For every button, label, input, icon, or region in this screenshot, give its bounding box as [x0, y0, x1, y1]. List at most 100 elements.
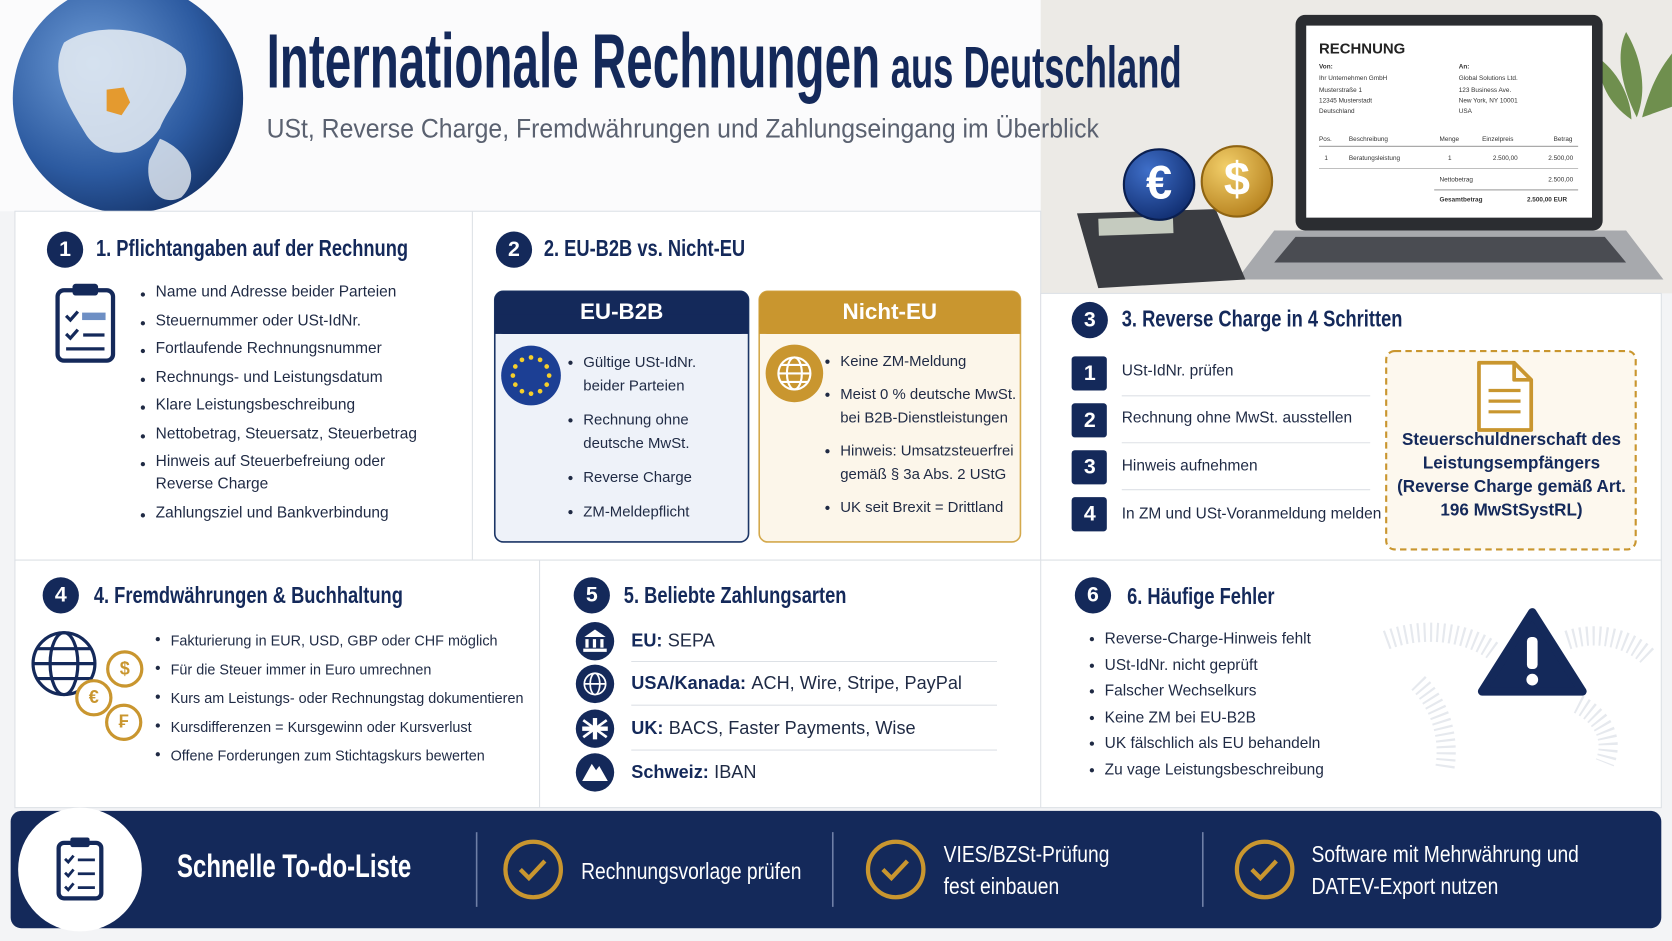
list-item: Hinweis auf Steuerbefreiung oder Reverse…	[140, 451, 428, 496]
payment-value: BACS, Faster Payments, Wise	[668, 718, 916, 739]
list-item: Fortlaufende Rechnungsnummer	[140, 338, 428, 360]
currency-list: Fakturierung in EUR, USD, GBP oder CHF m…	[155, 626, 524, 770]
invoice-col: Beschreibung	[1348, 136, 1389, 143]
globe-germany	[106, 87, 131, 116]
badge-number: 3	[1083, 308, 1096, 332]
mandatory-list: Name und Adresse beider Parteien Steuernu…	[140, 282, 428, 531]
list-item: Rechnungs- und Leistungsdatum	[140, 366, 428, 388]
step-number: 3	[1083, 455, 1096, 480]
step-box	[1071, 450, 1107, 485]
todo-item: Software mit Mehrwährung und DATEV-Expor…	[1311, 840, 1579, 900]
badge-number: 5	[585, 583, 598, 608]
invoice-col: Betrag	[1553, 136, 1573, 143]
step-boxes	[1071, 356, 1107, 532]
plant	[1599, 32, 1672, 120]
eu-card-header	[494, 314, 749, 334]
list-item: Gültige USt-IdNr. beider Parteien	[568, 350, 728, 397]
footer-dividers	[475, 832, 1204, 907]
coin-symbol: $	[119, 658, 130, 679]
list-item: Reverse Charge	[568, 465, 728, 488]
badge-circle	[1074, 577, 1112, 614]
document-lines	[1488, 388, 1521, 414]
invoice-cell: Beratungsleistung	[1348, 155, 1401, 163]
step-text: Hinweis aufnehmen	[1121, 457, 1258, 475]
list-item: USt-IdNr. nicht geprüft	[1089, 652, 1324, 678]
list-item: Keine ZM-Meldung	[825, 349, 1017, 372]
non-eu-card-title: Nicht-EU	[842, 299, 938, 325]
list-item: Kurs am Leistungs- oder Rechnungstag dok…	[155, 684, 524, 713]
warning-bar	[1526, 636, 1538, 669]
invoice-from-line: Musterstraße 1	[1319, 87, 1363, 94]
step-number: 4	[1083, 502, 1096, 526]
eu-star	[537, 357, 543, 363]
laptop-screen	[1306, 25, 1592, 218]
badges	[42, 231, 1112, 614]
invoice-from-line: Ihr Unternehmen GmbH	[1319, 75, 1388, 83]
list-item: Nettobetrag, Steuersatz, Steuerbetrag	[140, 423, 428, 445]
world-map	[1382, 622, 1655, 770]
list-item: Name und Adresse beider Parteien	[140, 282, 428, 304]
check-circle	[865, 839, 926, 900]
check	[518, 859, 547, 882]
list-item: Falscher Wechselkurs	[1089, 679, 1324, 705]
payment-label: Schweiz:	[631, 761, 709, 783]
payment-value: IBAN	[714, 761, 757, 783]
badge-circle	[46, 231, 84, 268]
payment-separators	[631, 660, 997, 751]
list-item: Zahlungsziel und Bankverbindung	[140, 502, 428, 524]
invoice-from-line: Deutschland	[1319, 108, 1355, 116]
todo-item: VIES/BZSt-Prüfung fest einbauen	[943, 840, 1110, 900]
list-item: Klare Leistungsbeschreibung	[140, 395, 428, 417]
badge-circle	[42, 577, 79, 614]
list-item: Steuernummer oder USt-IdNr.	[140, 310, 428, 332]
title-suffix: aus Deutschland	[890, 34, 1182, 101]
step-separators	[1121, 395, 1371, 491]
eu-stars	[510, 355, 552, 397]
section-title: 3. Reverse Charge in 4 Schritten	[1121, 305, 1403, 332]
payment-row: Schweiz: IBAN	[631, 762, 756, 783]
footer-clipboard	[56, 840, 104, 901]
mistakes-list: Reverse-Charge-Hinweis fehlt USt-IdNr. ni…	[1089, 626, 1324, 783]
clipboard-checks	[64, 310, 80, 341]
section-title: 6. Häufige Fehler	[1127, 582, 1275, 610]
list-item: Zu vage Leistungsbeschreibung	[1089, 757, 1324, 783]
invoice-col: Einzelpreis	[1482, 136, 1514, 143]
list-item: Reverse-Charge-Hinweis fehlt	[1089, 626, 1324, 652]
callout-text: Steuerschuldnerschaft des Leistungsempfä…	[1397, 431, 1626, 520]
step-text: USt-IdNr. prüfen	[1121, 362, 1234, 380]
invoice-cell: 1	[1448, 155, 1452, 163]
footer-bar	[10, 810, 1662, 929]
subtitle: USt, Reverse Charge, Fremdwährungen und …	[266, 114, 1099, 145]
badge-number: 1	[59, 237, 71, 262]
invoice-net-value: 2.500,00	[1548, 177, 1574, 184]
check-circle	[1234, 839, 1295, 900]
globe-glyph	[583, 672, 607, 696]
list-item: Rechnung ohne deutsche MwSt.	[568, 408, 728, 455]
footer-checks	[503, 839, 1295, 900]
currency-globe	[31, 631, 97, 697]
invoice-net-label: Nettobetrag	[1439, 177, 1473, 184]
bank-glyph	[583, 629, 607, 652]
eu-star	[512, 364, 518, 369]
invoice-cell: 2.500,00	[1548, 155, 1574, 163]
section-title: 4. Fremdwährungen & Buchhaltung	[93, 581, 403, 609]
invoice-to-line: Global Solutions Ltd.	[1458, 75, 1518, 83]
panel	[14, 559, 1662, 809]
invoice-to-line: New York, NY 10001	[1458, 98, 1518, 105]
invoice-col: Pos.	[1319, 136, 1332, 143]
payment-row: EU: SEPA	[631, 631, 715, 652]
eu-flag	[501, 345, 561, 406]
step-box	[1071, 497, 1107, 532]
eu-star	[512, 382, 518, 387]
laptop-keyboard	[1274, 236, 1627, 263]
invoice-to-line: USA	[1458, 108, 1472, 116]
coin	[106, 650, 144, 688]
eu-star	[546, 373, 552, 378]
badge-number: 4	[54, 583, 67, 608]
badge-circle	[495, 231, 533, 268]
document-icon	[1477, 360, 1534, 432]
list-item: UK fälschlich als EU behandeln	[1089, 731, 1324, 757]
